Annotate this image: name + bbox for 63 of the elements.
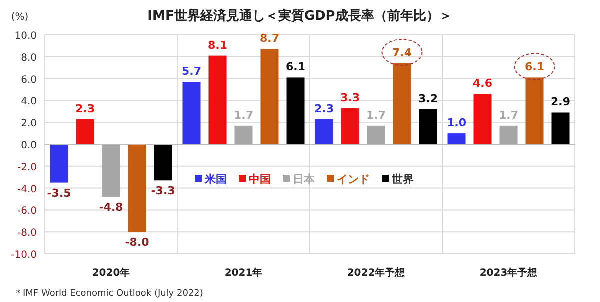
bar	[208, 56, 227, 144]
bar	[50, 144, 68, 183]
y-tick-label: -6.0	[17, 206, 37, 218]
y-tick-label: -10.0	[11, 250, 37, 261]
y-tick-label: 6.0	[21, 74, 37, 86]
y-tick-label: -4.0	[17, 184, 37, 196]
bar	[260, 49, 279, 144]
data-label: -8.0	[125, 236, 150, 250]
bar	[286, 78, 305, 144]
data-label: 8.1	[208, 38, 228, 52]
y-tick-label: 4.0	[21, 96, 37, 108]
bar	[393, 63, 412, 144]
legend-label: 米国	[204, 173, 227, 186]
data-label: 3.3	[340, 91, 360, 104]
y-tick-label: 10.0	[14, 31, 37, 42]
bar	[102, 144, 120, 198]
bar	[234, 126, 253, 144]
legend-label: 中国	[249, 173, 271, 186]
bar	[419, 109, 438, 144]
bar	[315, 119, 334, 144]
data-label: -3.5	[47, 186, 72, 200]
x-tick-label: 2023年予想	[480, 267, 539, 279]
y-tick-label: -8.0	[17, 228, 37, 240]
bar	[182, 82, 201, 144]
bar	[526, 78, 544, 144]
data-label: 6.1	[286, 60, 306, 74]
data-label: 1.0	[447, 116, 467, 130]
data-label: 8.7	[260, 32, 280, 46]
data-label: 2.3	[314, 102, 334, 116]
bar	[552, 112, 570, 144]
legend-label: インド	[337, 173, 370, 186]
data-label: 1.7	[234, 108, 254, 122]
y-axis-title: (%)	[11, 12, 29, 23]
y-tick-label: 8.0	[21, 52, 37, 64]
bar	[500, 126, 518, 144]
data-label: 5.7	[182, 65, 202, 78]
bar	[154, 144, 172, 181]
data-label: 3.2	[418, 92, 438, 106]
data-label: 2.3	[76, 102, 95, 116]
y-tick-label: -2.0	[17, 162, 37, 174]
data-label: 4.6	[473, 77, 493, 90]
bar	[76, 119, 94, 144]
data-label: 1.7	[366, 108, 386, 122]
bar	[341, 108, 360, 144]
data-label: 1.7	[499, 108, 518, 122]
data-label: 7.4	[392, 46, 412, 60]
x-tick-label: 2022年予想	[347, 267, 406, 279]
bar	[474, 94, 492, 144]
y-tick-label: 2.0	[21, 118, 37, 130]
bar	[128, 144, 146, 232]
x-tick-label: 2020年	[92, 267, 130, 279]
data-label: 2.9	[551, 96, 570, 109]
legend-label: 日本	[293, 173, 316, 186]
y-tick-label: 0.0	[21, 140, 37, 152]
chart-title: IMF世界経済見通し＜実質GDP成長率（前年比）＞	[148, 8, 452, 24]
data-label: -4.8	[99, 201, 124, 214]
legend-label: 世界	[391, 173, 414, 186]
data-label: -3.3	[151, 184, 176, 198]
data-label: 6.1	[525, 60, 544, 74]
bar	[367, 126, 386, 144]
text: ＊IMF World Economic Outlook (July 2022)	[14, 289, 204, 299]
x-tick-label: 2021年	[224, 267, 263, 279]
bar	[448, 134, 466, 144]
